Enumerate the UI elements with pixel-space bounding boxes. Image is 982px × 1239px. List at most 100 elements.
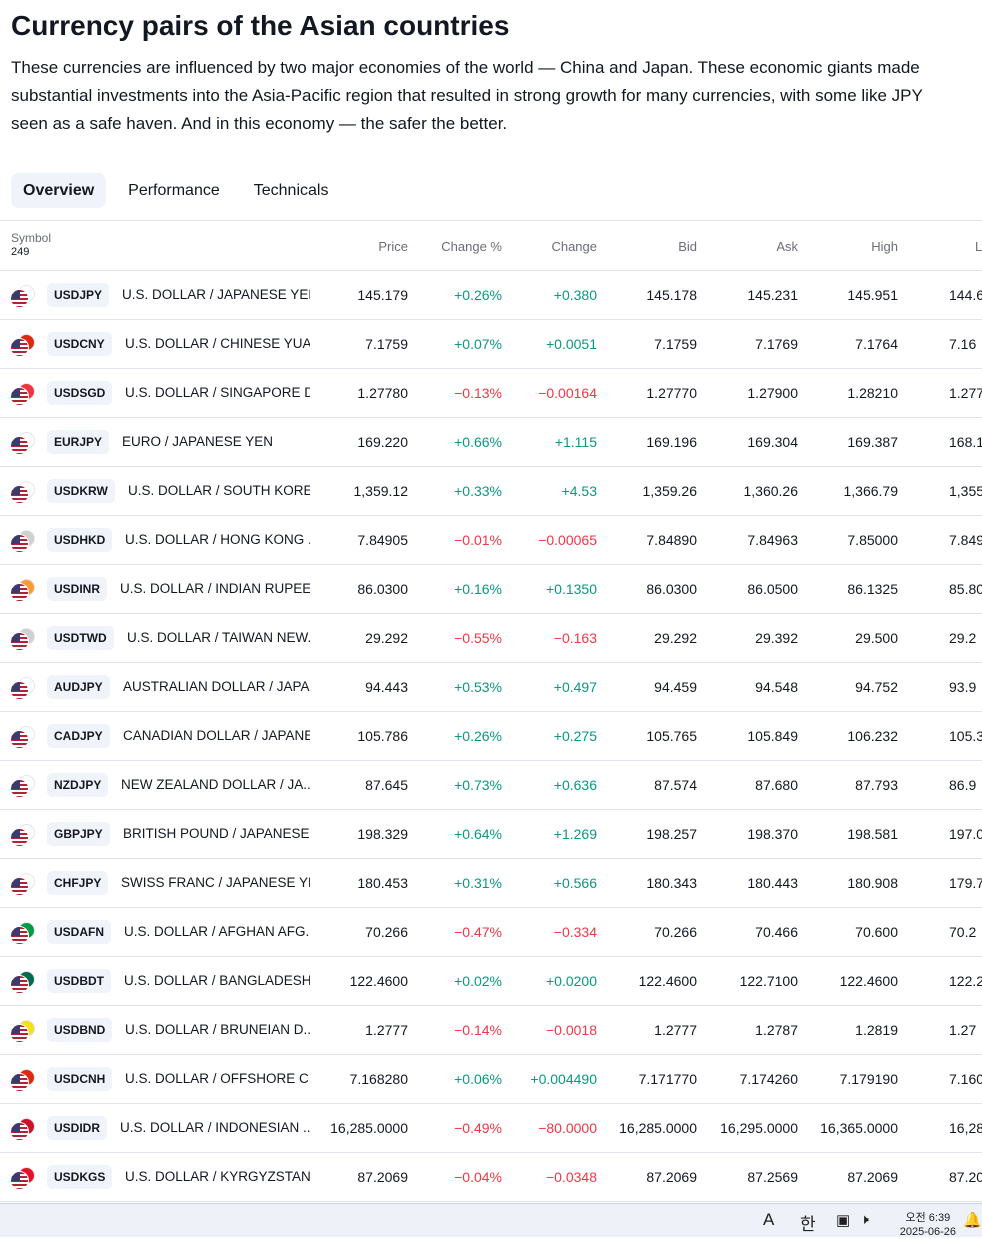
high-cell: 70.600 <box>855 924 898 940</box>
ticker-badge[interactable]: GBPJPY <box>47 822 110 846</box>
tab-performance[interactable]: Performance <box>128 182 220 199</box>
bid-cell: 122.4600 <box>638 973 697 989</box>
col-change-pct[interactable]: Change % <box>441 239 502 254</box>
change-cell: +0.497 <box>553 679 597 695</box>
low-cell: 70.2 <box>949 924 977 940</box>
bid-cell: 86.0300 <box>646 581 697 597</box>
col-change[interactable]: Change <box>551 239 597 254</box>
speaker-icon[interactable]: 🕨 <box>860 1211 869 1227</box>
ticker-badge[interactable]: USDINR <box>47 577 108 601</box>
table-row[interactable]: USDTWD U.S. DOLLAR / TAIWAN NEW... 29.292 −… <box>0 614 982 663</box>
network-icon[interactable]: ▣ <box>836 1212 851 1229</box>
ticker-badge[interactable]: USDHKD <box>47 528 113 552</box>
pair-name[interactable]: AUSTRALIAN DOLLAR / JAPA... <box>123 679 310 694</box>
ticker-badge[interactable]: CADJPY <box>47 724 110 748</box>
table-row[interactable]: USDCNH U.S. DOLLAR / OFFSHORE C... 7.16828… <box>0 1055 982 1104</box>
currency-flag-icon <box>10 628 35 651</box>
table-row[interactable]: USDAFN U.S. DOLLAR / AFGHAN AFG... 70.266 −… <box>0 908 982 957</box>
change-pct-cell: +0.16% <box>454 581 502 597</box>
ticker-badge[interactable]: USDIDR <box>47 1116 108 1140</box>
high-cell: 122.4600 <box>839 973 898 989</box>
table-row[interactable]: USDSGD U.S. DOLLAR / SINGAPORE D... 1.2778… <box>0 369 982 418</box>
change-cell: +0.636 <box>553 777 597 793</box>
ticker-badge[interactable]: AUDJPY <box>47 675 110 699</box>
bid-cell: 7.1759 <box>654 336 697 352</box>
low-cell: 179.7 <box>949 875 982 891</box>
bid-cell: 180.343 <box>646 875 697 891</box>
col-high[interactable]: High <box>871 239 898 254</box>
table-row[interactable]: CADJPY CANADIAN DOLLAR / JAPANE... 105.786… <box>0 712 982 761</box>
ticker-badge[interactable]: USDKRW <box>47 479 115 503</box>
currency-flag-icon <box>10 971 35 994</box>
ticker-badge[interactable]: CHFJPY <box>47 871 109 895</box>
pair-name[interactable]: U.S. DOLLAR / AFGHAN AFG... <box>124 924 310 939</box>
table-row[interactable]: NZDJPY NEW ZEALAND DOLLAR / JA... 87.645 +0… <box>0 761 982 810</box>
ticker-badge[interactable]: EURJPY <box>47 430 110 454</box>
col-ask[interactable]: Ask <box>776 239 798 254</box>
tab-overview[interactable]: Overview <box>11 173 107 208</box>
ticker-badge[interactable]: USDTWD <box>47 626 114 650</box>
ask-cell: 29.392 <box>755 630 798 646</box>
col-low[interactable]: L <box>975 239 982 254</box>
pair-name[interactable]: NEW ZEALAND DOLLAR / JA... <box>121 777 310 792</box>
low-cell: 29.2 <box>949 630 977 646</box>
table-row[interactable]: USDIDR U.S. DOLLAR / INDONESIAN ... 16,285… <box>0 1104 982 1153</box>
tab-technicals[interactable]: Technicals <box>253 182 329 199</box>
pair-name[interactable]: U.S. DOLLAR / OFFSHORE C... <box>125 1071 310 1086</box>
ticker-badge[interactable]: USDAFN <box>47 920 111 944</box>
table-row[interactable]: AUDJPY AUSTRALIAN DOLLAR / JAPA... 94.443 +… <box>0 663 982 712</box>
ticker-badge[interactable]: USDCNY <box>47 332 112 356</box>
system-clock[interactable]: 오전 6:39 2025-06-26 <box>900 1211 956 1239</box>
pair-name[interactable]: U.S. DOLLAR / HONG KONG ... <box>125 532 310 547</box>
table-row[interactable]: USDKRW U.S. DOLLAR / SOUTH KORE... 1,359.1… <box>0 467 982 516</box>
table-row[interactable]: GBPJPY BRITISH POUND / JAPANESE ... 198.32… <box>0 810 982 859</box>
currency-flag-icon <box>10 579 35 602</box>
price-cell: 105.786 <box>357 728 408 744</box>
table-row[interactable]: USDINR U.S. DOLLAR / INDIAN RUPEE 86.0300 +… <box>0 565 982 614</box>
table-row[interactable]: USDKGS U.S. DOLLAR / KYRGYZSTAN... 87.2069… <box>0 1153 982 1202</box>
pair-name[interactable]: U.S. DOLLAR / SOUTH KORE... <box>128 483 310 498</box>
pair-name[interactable]: U.S. DOLLAR / JAPANESE YEN <box>122 287 310 302</box>
symbol-header[interactable]: Symbol 249 <box>11 231 51 259</box>
pair-name[interactable]: U.S. DOLLAR / BANGLADESH... <box>124 973 310 988</box>
pair-name[interactable]: SWISS FRANC / JAPANESE YEN <box>121 875 310 890</box>
pair-name[interactable]: U.S. DOLLAR / KYRGYZSTAN... <box>125 1169 310 1184</box>
language-indicator[interactable]: 한 <box>800 1215 816 1234</box>
ticker-badge[interactable]: USDBND <box>47 1018 113 1042</box>
page-description: These currencies are influenced by two m… <box>11 58 923 133</box>
price-cell: 7.1759 <box>365 336 408 352</box>
currency-flag-icon <box>10 1069 35 1092</box>
low-cell: 85.80 <box>949 581 982 597</box>
ticker-badge[interactable]: USDBDT <box>47 969 111 993</box>
table-row[interactable]: USDCNY U.S. DOLLAR / CHINESE YUAN 7.1759 +0… <box>0 320 982 369</box>
currency-flag-icon <box>10 775 35 798</box>
pair-name[interactable]: U.S. DOLLAR / TAIWAN NEW... <box>127 630 310 645</box>
table-row[interactable]: USDBDT U.S. DOLLAR / BANGLADESH... 122.460… <box>0 957 982 1006</box>
pair-name[interactable]: U.S. DOLLAR / INDIAN RUPEE <box>120 581 310 596</box>
ticker-badge[interactable]: USDKGS <box>47 1165 113 1189</box>
pair-name[interactable]: U.S. DOLLAR / BRUNEIAN D... <box>125 1022 310 1037</box>
pair-name[interactable]: U.S. DOLLAR / SINGAPORE D... <box>125 385 310 400</box>
table-row[interactable]: EURJPY EURO / JAPANESE YEN 169.220 +0.66% +1… <box>0 418 982 467</box>
pair-name[interactable]: U.S. DOLLAR / CHINESE YUAN <box>125 336 310 351</box>
pair-name[interactable]: U.S. DOLLAR / INDONESIAN ... <box>120 1120 310 1135</box>
ticker-badge[interactable]: USDJPY <box>47 283 110 307</box>
pair-name[interactable]: BRITISH POUND / JAPANESE ... <box>123 826 310 841</box>
table-row[interactable]: USDHKD U.S. DOLLAR / HONG KONG ... 7.84905… <box>0 516 982 565</box>
ticker-badge[interactable]: USDSGD <box>47 381 113 405</box>
high-cell: 1,366.79 <box>843 483 899 499</box>
ime-mode-indicator[interactable]: A <box>763 1210 775 1229</box>
table-row[interactable]: USDBND U.S. DOLLAR / BRUNEIAN D... 1.2777 −… <box>0 1006 982 1055</box>
ticker-badge[interactable]: USDCNH <box>47 1067 113 1091</box>
pair-name[interactable]: EURO / JAPANESE YEN <box>122 434 274 449</box>
ask-cell: 1.27900 <box>747 385 798 401</box>
notification-icon[interactable]: 🔔 <box>963 1212 982 1229</box>
table-row[interactable]: CHFJPY SWISS FRANC / JAPANESE YEN 180.453 +… <box>0 859 982 908</box>
col-bid[interactable]: Bid <box>678 239 697 254</box>
pair-name[interactable]: CANADIAN DOLLAR / JAPANE... <box>123 728 310 743</box>
ticker-badge[interactable]: NZDJPY <box>47 773 109 797</box>
ask-cell: 180.443 <box>747 875 798 891</box>
col-price[interactable]: Price <box>378 239 408 254</box>
table-row[interactable]: USDJPY U.S. DOLLAR / JAPANESE YEN 145.179 +… <box>0 271 982 320</box>
low-cell: 16,285.00 <box>949 1120 982 1136</box>
